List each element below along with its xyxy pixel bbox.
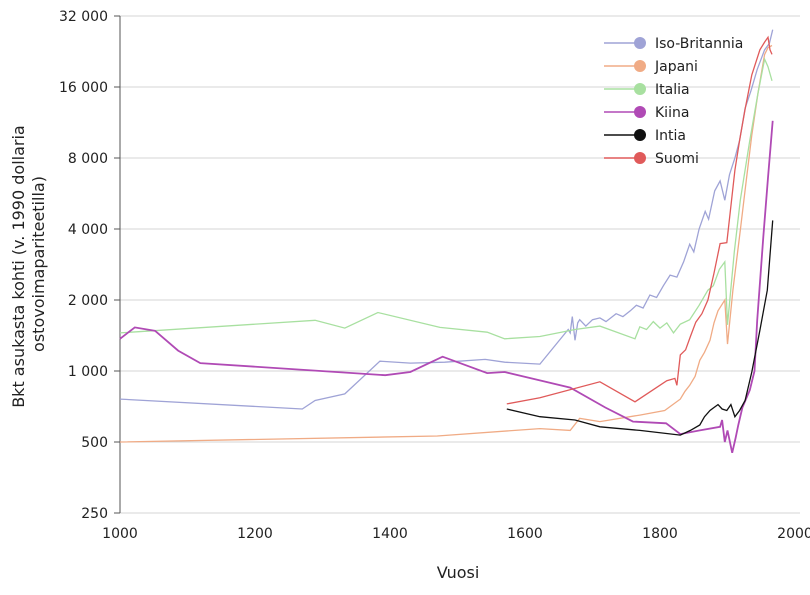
y-axis-label: Bkt asukasta kohti (v. 1990 dollaria ost… — [9, 120, 48, 408]
legend-marker-icon — [634, 129, 646, 141]
legend-item: Kiina — [604, 105, 689, 121]
series-lines — [119, 29, 774, 454]
y-tick-label: 500 — [81, 435, 108, 451]
gridlines — [114, 15, 800, 514]
legend-marker-icon — [634, 83, 646, 95]
legend-marker-icon — [634, 106, 646, 118]
legend-label: Kiina — [655, 105, 689, 121]
x-tick-label: 1200 — [237, 526, 273, 542]
y-tick-label: 4 000 — [68, 222, 108, 238]
y-tick-label: 16 000 — [59, 80, 108, 96]
x-tick-label: 1400 — [372, 526, 408, 542]
legend-label: Iso-Britannia — [655, 36, 743, 52]
y-axis-label-line-1: Bkt asukasta kohti (v. 1990 dollaria — [9, 125, 28, 408]
y-tick-label: 250 — [81, 506, 108, 522]
legend-item: Japani — [604, 59, 698, 75]
x-tick-label: 1000 — [102, 526, 138, 542]
legend-label: Japani — [654, 59, 698, 75]
series-line-japani — [119, 44, 773, 443]
y-tick-labels: 250 500 1 000 2 000 4 000 8 000 16 000 32 000 — [59, 9, 108, 522]
series-line-italia — [119, 56, 773, 340]
series-line-iso-britannia — [119, 29, 774, 410]
y-tick-label: 8 000 — [68, 151, 108, 167]
x-tick-label: 2000 — [777, 526, 810, 542]
y-axis-label-line-2: ostovoimapariteetilla) — [29, 176, 48, 352]
legend-label: Intia — [655, 128, 686, 144]
legend-item: Italia — [604, 82, 690, 98]
series-line-kiina — [119, 120, 774, 454]
legend-marker-icon — [634, 37, 646, 49]
legend-marker-icon — [634, 152, 646, 164]
legend-item: Iso-Britannia — [604, 36, 743, 52]
y-tick-label: 2 000 — [68, 293, 108, 309]
legend-label: Italia — [655, 82, 690, 98]
legend-item: Intia — [604, 128, 686, 144]
legend: Iso-Britannia Japani Italia Kiina Intia Suomi — [604, 36, 743, 167]
x-tick-label: 1800 — [642, 526, 678, 542]
y-tick-label: 1 000 — [68, 364, 108, 380]
legend-item: Suomi — [604, 151, 699, 167]
x-axis-label: Vuosi — [437, 563, 480, 582]
series-line-intia — [506, 220, 774, 436]
legend-marker-icon — [634, 60, 646, 72]
y-tick-label: 32 000 — [59, 9, 108, 25]
x-tick-label: 1600 — [507, 526, 543, 542]
legend-label: Suomi — [655, 151, 699, 167]
series-line-suomi — [506, 35, 773, 405]
x-tick-labels: 1000 1200 1400 1600 1800 2000 — [102, 526, 810, 542]
